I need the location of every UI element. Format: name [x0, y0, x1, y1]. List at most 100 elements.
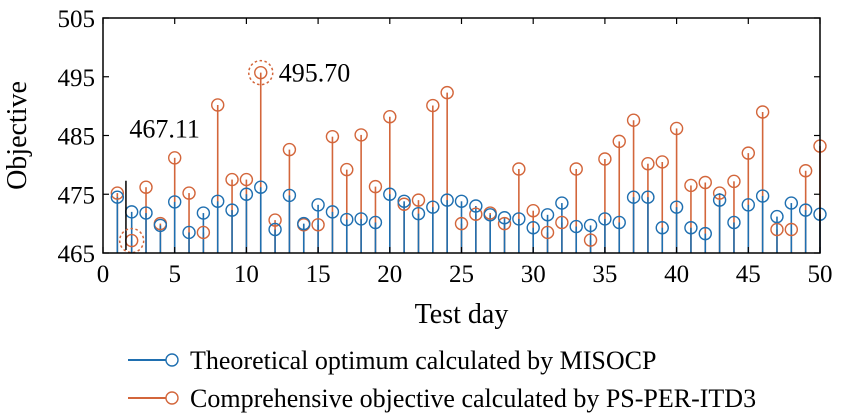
marker-misocp-day-48	[784, 196, 799, 210]
annotations-layer: 467.11 495.70	[118, 59, 351, 254]
y-ticks: 465 475 485 495 505	[58, 6, 820, 268]
marker-misocp-day-31	[540, 208, 555, 222]
annotation-highlight-467	[118, 227, 145, 254]
y-axis-label: Objective	[2, 81, 33, 190]
marker-misocp-day-43	[712, 193, 727, 207]
x-ticks: 0 5 10 15 20 25 30 35 40 45 50	[97, 18, 833, 288]
marker-misocp-day-10	[239, 187, 254, 201]
marker-ps-per-itd3-day-9	[225, 172, 239, 187]
marker-misocp-day-34	[583, 218, 598, 233]
x-tick-label-50: 50	[808, 261, 833, 288]
marker-ps-per-itd3-day-12	[268, 213, 282, 227]
marker-misocp-day-7	[196, 206, 211, 220]
marker-ps-per-itd3-day-46	[755, 105, 770, 119]
marker-ps-per-itd3-day-2	[124, 233, 139, 248]
marker-misocp-day-37	[626, 190, 641, 204]
markers-layer	[110, 65, 827, 248]
legend-item-ps-per-itd3: Comprehensive objective calculated by PS…	[128, 384, 756, 413]
marker-ps-per-itd3-day-5	[167, 151, 182, 165]
marker-ps-per-itd3-day-25	[454, 216, 469, 231]
marker-ps-per-itd3-day-29	[512, 162, 526, 176]
marker-misocp-day-26	[469, 199, 483, 213]
marker-ps-per-itd3-day-36	[612, 134, 626, 149]
legend-label-misocp: Theoretical optimum calculated by MISOCP	[190, 346, 656, 375]
marker-ps-per-itd3-day-26	[469, 207, 483, 221]
marker-ps-per-itd3-day-31	[540, 225, 555, 240]
marker-misocp-day-47	[770, 209, 784, 224]
annotation-label-467: 467.11	[129, 114, 200, 143]
marker-misocp-day-49	[798, 203, 813, 217]
marker-misocp-day-15	[311, 198, 325, 212]
marker-ps-per-itd3-day-19	[368, 179, 383, 194]
marker-ps-per-itd3-day-48	[784, 222, 799, 237]
marker-misocp-day-38	[641, 190, 655, 204]
marker-ps-per-itd3-day-18	[354, 128, 368, 142]
marker-ps-per-itd3-day-6	[182, 186, 196, 200]
marker-misocp-day-33	[569, 219, 583, 234]
marker-misocp-day-41	[684, 221, 698, 235]
marker-ps-per-itd3-day-10	[239, 172, 254, 187]
marker-ps-per-itd3-day-8	[211, 98, 225, 112]
marker-ps-per-itd3-day-44	[727, 174, 741, 189]
x-tick-label-10: 10	[234, 261, 259, 288]
x-axis-label: Test day	[415, 299, 509, 330]
marker-misocp-day-29	[512, 212, 526, 226]
marker-misocp-day-32	[555, 196, 569, 210]
marker-ps-per-itd3-day-45	[741, 146, 755, 160]
marker-ps-per-itd3-day-43	[712, 186, 727, 200]
marker-misocp-day-40	[669, 200, 684, 214]
legend: Theoretical optimum calculated by MISOCP…	[128, 346, 756, 413]
marker-misocp-day-2	[124, 205, 139, 219]
marker-ps-per-itd3-day-16	[325, 129, 340, 144]
marker-ps-per-itd3-day-37	[626, 113, 641, 127]
x-tick-label-25: 25	[449, 261, 474, 288]
x-tick-label-30: 30	[521, 261, 546, 288]
y-tick-label-505: 505	[58, 6, 96, 33]
marker-misocp-day-3	[139, 206, 153, 220]
marker-ps-per-itd3-day-17	[340, 162, 354, 177]
marker-ps-per-itd3-day-15	[311, 218, 325, 232]
marker-misocp-day-16	[325, 205, 340, 219]
marker-misocp-day-14	[297, 216, 311, 231]
marker-misocp-day-4	[153, 218, 168, 233]
marker-misocp-day-45	[741, 198, 755, 212]
annotation-highlight-495	[247, 59, 274, 86]
marker-ps-per-itd3-day-13	[282, 142, 297, 157]
x-tick-label-45: 45	[736, 261, 761, 288]
marker-misocp-day-42	[698, 226, 712, 241]
marker-ps-per-itd3-day-7	[196, 225, 211, 240]
marker-misocp-day-17	[340, 212, 354, 227]
marker-misocp-day-13	[282, 188, 297, 203]
stems-layer	[116, 72, 821, 253]
marker-ps-per-itd3-day-1	[110, 186, 125, 200]
marker-ps-per-itd3-day-30	[526, 203, 540, 218]
marker-ps-per-itd3-day-33	[569, 162, 583, 176]
marker-ps-per-itd3-day-49	[798, 164, 813, 178]
marker-ps-per-itd3-day-24	[440, 85, 454, 100]
marker-ps-per-itd3-day-11	[254, 65, 268, 80]
marker-ps-per-itd3-day-39	[655, 155, 669, 169]
x-tick-label-5: 5	[168, 261, 181, 288]
marker-ps-per-itd3-day-47	[770, 222, 784, 237]
x-tick-label-20: 20	[377, 261, 402, 288]
legend-item-misocp: Theoretical optimum calculated by MISOCP	[128, 346, 656, 375]
marker-ps-per-itd3-day-20	[383, 109, 397, 124]
marker-misocp-day-23	[426, 200, 440, 214]
marker-misocp-day-25	[454, 194, 469, 209]
marker-ps-per-itd3-day-35	[598, 152, 612, 166]
marker-misocp-day-28	[497, 211, 512, 225]
marker-misocp-day-24	[440, 193, 454, 207]
marker-ps-per-itd3-day-23	[426, 98, 440, 113]
marker-misocp-day-18	[354, 212, 368, 226]
annotation-label-495: 495.70	[279, 59, 351, 88]
legend-label-ps-per-itd3: Comprehensive objective calculated by PS…	[190, 384, 756, 413]
marker-misocp-day-12	[268, 222, 282, 237]
marker-misocp-day-9	[225, 203, 239, 217]
legend-marker-ps-per-itd3	[165, 391, 179, 405]
marker-misocp-day-22	[411, 206, 426, 221]
marker-ps-per-itd3-day-22	[411, 193, 426, 207]
marker-misocp-day-30	[526, 221, 540, 235]
y-tick-label-495: 495	[58, 65, 96, 92]
marker-ps-per-itd3-day-41	[684, 178, 698, 193]
x-tick-label-15: 15	[306, 261, 331, 288]
